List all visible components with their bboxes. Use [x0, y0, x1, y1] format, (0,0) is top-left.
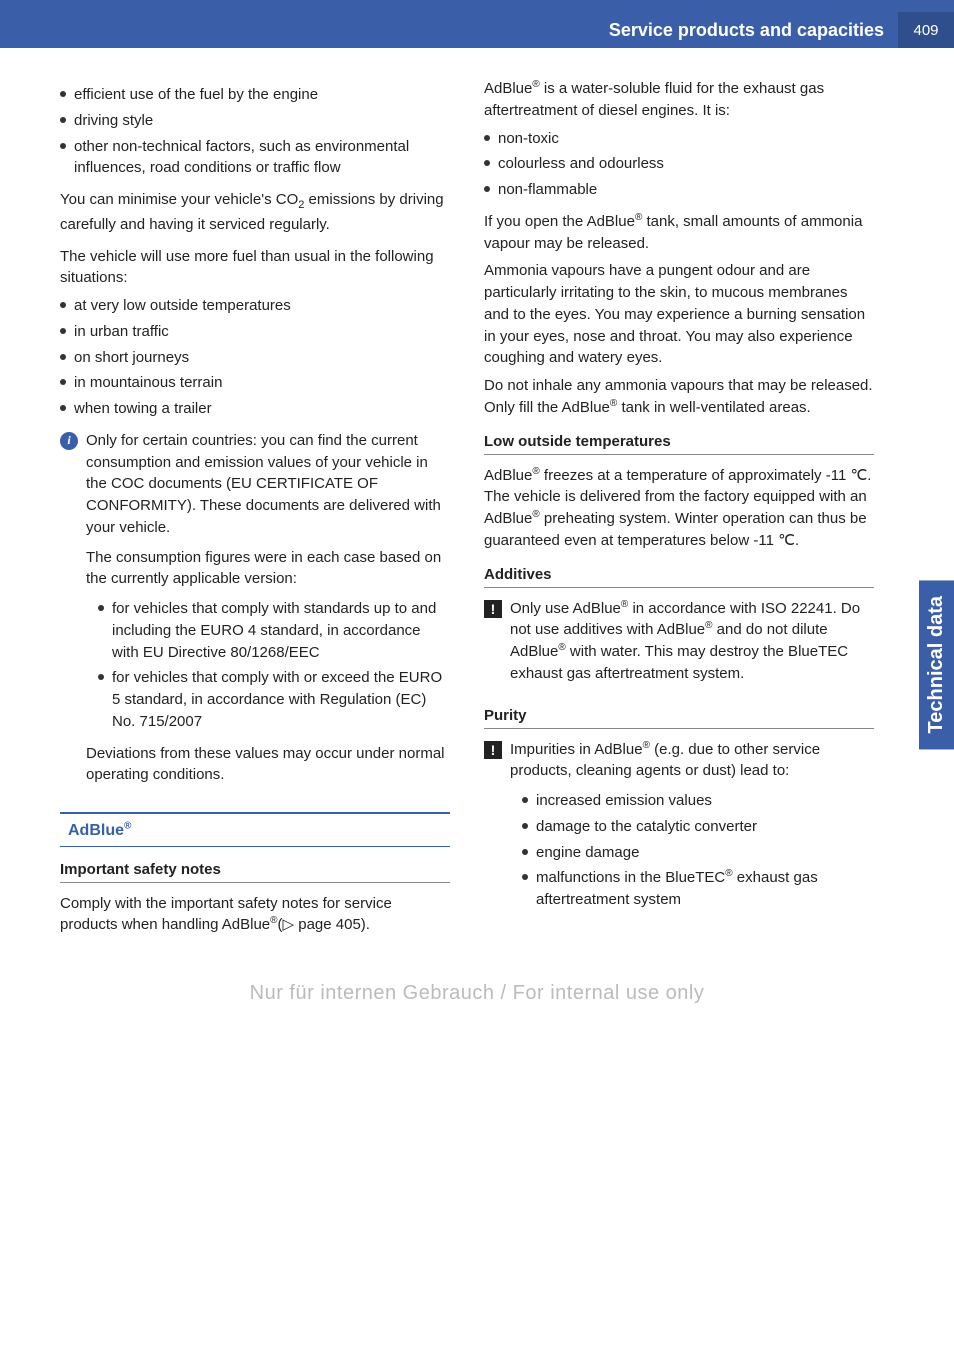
- info-paragraph: Only for certain countries: you can find…: [86, 430, 450, 539]
- footer-watermark: Nur für internen Gebrauch / For internal…: [0, 982, 954, 1025]
- warning-paragraph: Impurities in AdBlue® (e.g. due to other…: [510, 739, 874, 783]
- list-item: efficient use of the fuel by the engine: [60, 84, 450, 106]
- co2-paragraph: You can minimise your vehicle's CO2 emis…: [60, 189, 450, 236]
- info-paragraph: The consumption figures were in each cas…: [86, 547, 450, 591]
- purity-subhead: Purity: [484, 707, 874, 729]
- section-box-title: AdBlue®: [68, 822, 131, 839]
- info-icon: i: [60, 432, 78, 450]
- list-item: driving style: [60, 110, 450, 132]
- list-item: when towing a trailer: [60, 398, 450, 420]
- list-item: for vehicles that comply with standards …: [98, 598, 450, 663]
- adblue-section-header: AdBlue®: [60, 812, 450, 846]
- low-temp-para: AdBlue® freezes at a temperature of appr…: [484, 465, 874, 552]
- warning-paragraph: Only use AdBlue® in accordance with ISO …: [510, 598, 874, 685]
- purity-list: increased emission values damage to the …: [522, 790, 874, 911]
- more-fuel-list: at very low outside temperatures in urba…: [60, 295, 450, 420]
- side-tab: Technical data: [919, 580, 954, 749]
- standards-list: for vehicles that comply with standards …: [98, 598, 450, 733]
- list-item: increased emission values: [522, 790, 874, 812]
- page-number: 409: [898, 12, 954, 48]
- info-note: i Only for certain countries: you can fi…: [60, 430, 450, 794]
- important-safety-subhead: Important safety notes: [60, 861, 450, 883]
- list-item: in mountainous terrain: [60, 372, 450, 394]
- section-title: Service products and capacities: [609, 20, 898, 41]
- additives-subhead: Additives: [484, 566, 874, 588]
- adblue-intro: AdBlue® is a water-soluble fluid for the…: [484, 78, 874, 122]
- left-column: efficient use of the fuel by the engine …: [60, 78, 450, 942]
- warning-icon: !: [484, 600, 502, 618]
- open-tank-para: If you open the AdBlue® tank, small amou…: [484, 211, 874, 255]
- safety-paragraph: Comply with the important safety notes f…: [60, 893, 450, 937]
- additives-warning: ! Only use AdBlue® in accordance with IS…: [484, 598, 874, 693]
- warning-icon: !: [484, 741, 502, 759]
- list-item: at very low outside temperatures: [60, 295, 450, 317]
- more-fuel-intro: The vehicle will use more fuel than usua…: [60, 246, 450, 290]
- purity-warning: ! Impurities in AdBlue® (e.g. due to oth…: [484, 739, 874, 921]
- adblue-properties-list: non-toxic colourless and odourless non-f…: [484, 128, 874, 201]
- list-item: for vehicles that comply with or exceed …: [98, 667, 450, 732]
- list-item: colourless and odourless: [484, 153, 874, 175]
- low-temp-subhead: Low outside temperatures: [484, 433, 874, 455]
- list-item: damage to the catalytic converter: [522, 816, 874, 838]
- list-item: on short journeys: [60, 347, 450, 369]
- list-item: non-toxic: [484, 128, 874, 150]
- list-item: engine damage: [522, 842, 874, 864]
- list-item: other non-technical factors, such as env…: [60, 136, 450, 180]
- page-header: Service products and capacities 409: [0, 12, 954, 48]
- inhale-para: Do not inhale any ammonia vapours that m…: [484, 375, 874, 419]
- fuel-factors-list: efficient use of the fuel by the engine …: [60, 84, 450, 179]
- info-paragraph: Deviations from these values may occur u…: [86, 743, 450, 787]
- list-item: non-flammable: [484, 179, 874, 201]
- list-item: in urban traffic: [60, 321, 450, 343]
- ammonia-para: Ammonia vapours have a pungent odour and…: [484, 260, 874, 369]
- right-column: AdBlue® is a water-soluble fluid for the…: [484, 78, 874, 942]
- list-item: malfunctions in the BlueTEC® exhaust gas…: [522, 867, 874, 911]
